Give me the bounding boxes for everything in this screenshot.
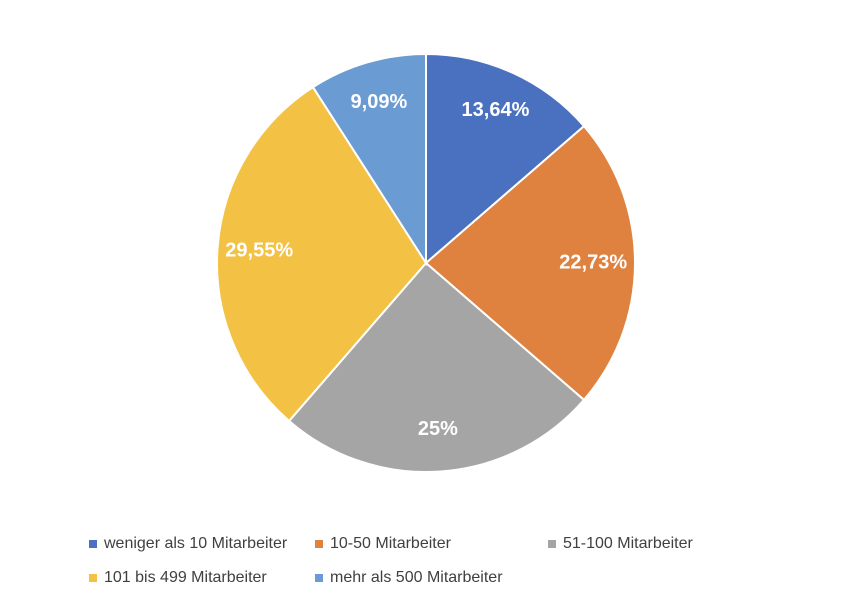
legend-label: 10-50 Mitarbeiter — [330, 535, 452, 552]
data-label: 25% — [418, 418, 458, 440]
legend-swatch — [315, 574, 323, 582]
pie-slice — [425, 52, 586, 266]
pie-slice — [287, 261, 586, 473]
data-label: 13,64% — [462, 99, 530, 121]
legend-swatch — [89, 540, 97, 548]
legend-swatch — [548, 540, 556, 548]
legend-label: weniger als 10 Mitarbeiter — [103, 535, 288, 552]
pie-slice — [216, 85, 428, 423]
legend-label: 51-100 Mitarbeiter — [563, 535, 694, 552]
data-label: 9,09% — [351, 91, 408, 113]
pie-slice — [311, 52, 427, 267]
data-label: 29,55% — [225, 239, 293, 261]
legend-label: mehr als 500 Mitarbeiter — [330, 569, 503, 586]
data-label: 22,73% — [559, 251, 627, 273]
legend-swatch — [315, 540, 323, 548]
pie-slice — [424, 124, 636, 402]
legend-swatch — [89, 574, 97, 582]
legend-label: 101 bis 499 Mitarbeiter — [104, 569, 267, 586]
